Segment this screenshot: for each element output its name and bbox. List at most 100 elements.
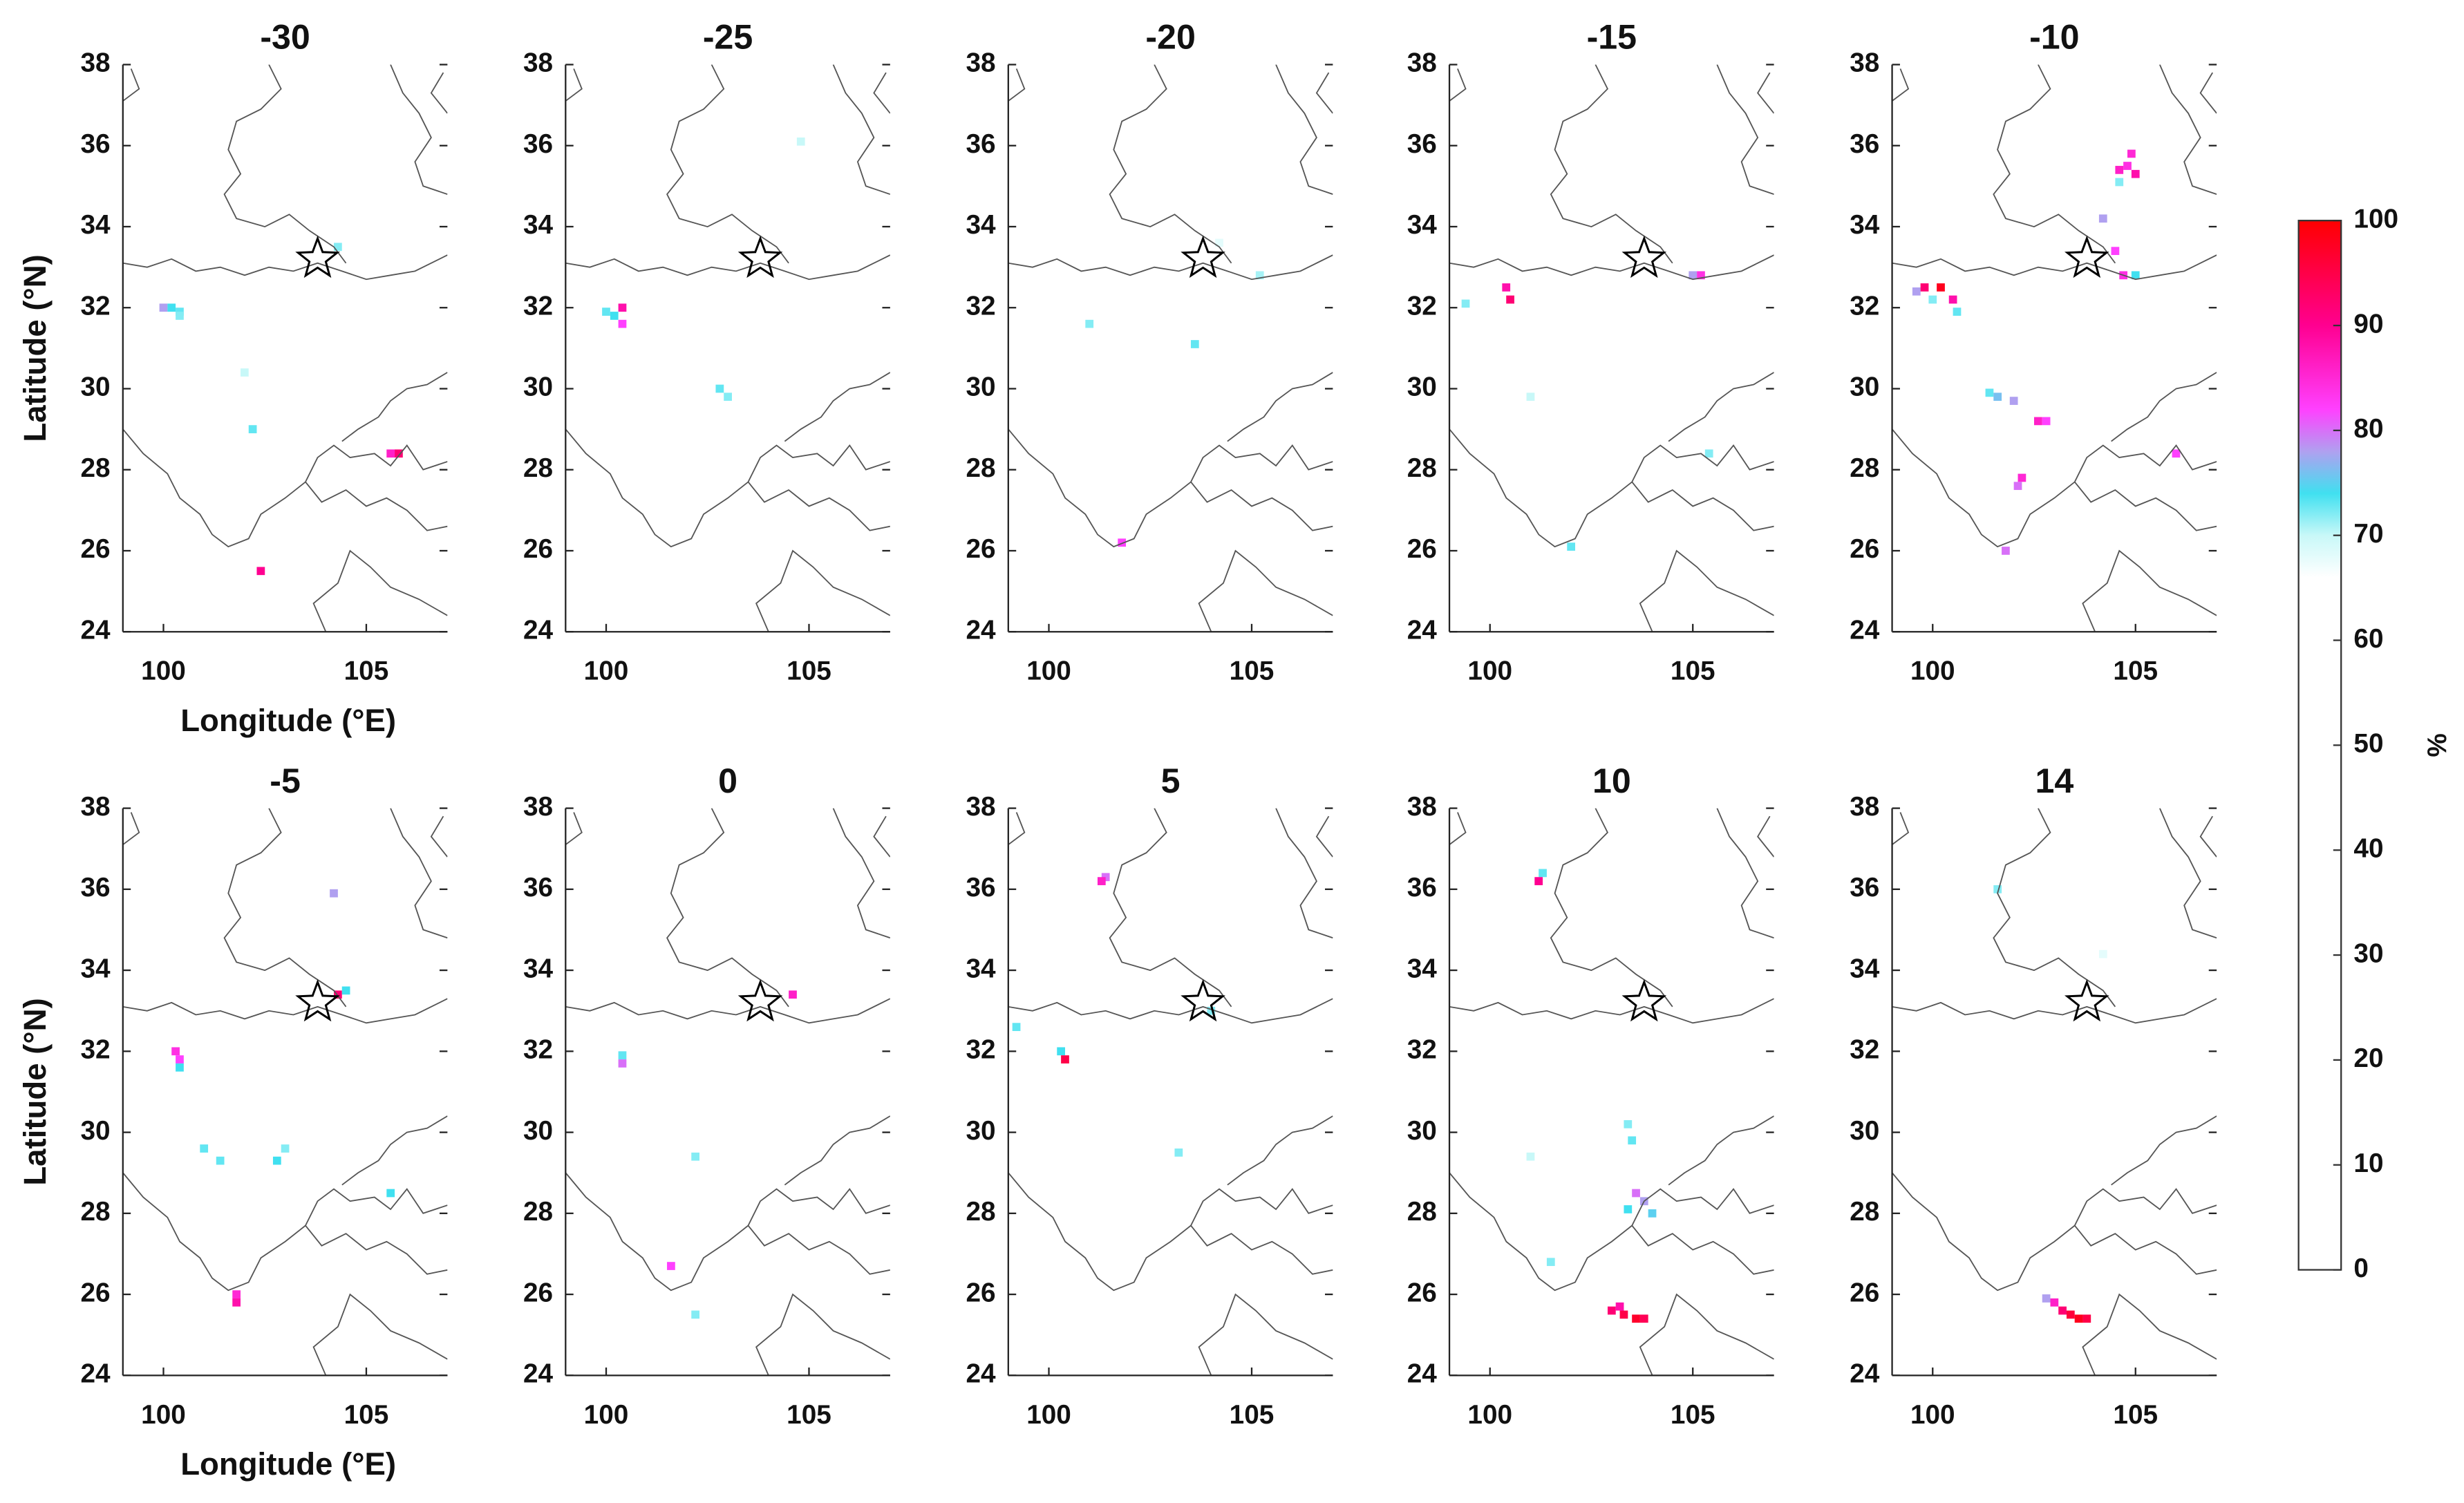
grid-cell	[602, 308, 610, 316]
boundary	[122, 998, 448, 1024]
boundary	[1008, 68, 1026, 102]
colorbar-tick-label: 0	[2353, 1254, 2369, 1283]
grid-cell	[386, 449, 395, 458]
grid-cell	[167, 303, 176, 312]
epicenter-star	[295, 235, 340, 278]
boundary	[1892, 68, 1910, 102]
y-tick-label: 28	[80, 453, 110, 483]
boundary	[747, 1225, 890, 1275]
grid-cell	[2018, 473, 2026, 482]
y-tick-label: 24	[966, 1359, 996, 1389]
boundary	[1109, 808, 1232, 1008]
y-tick-label: 34	[1850, 210, 1880, 240]
epicenter-star	[2065, 979, 2109, 1022]
grid-cell	[272, 1156, 281, 1165]
y-tick-label: 34	[1850, 954, 1880, 983]
grid-cell	[1937, 283, 1945, 292]
x-tick-label: 105	[1230, 1400, 1275, 1430]
epicenter-star	[737, 235, 783, 278]
boundary	[305, 481, 448, 531]
y-tick-label: 26	[966, 1278, 995, 1307]
y-tick-label: 28	[966, 1197, 995, 1227]
y-tick-label: 30	[966, 372, 995, 402]
y-tick-label: 28	[1407, 1197, 1437, 1227]
boundary	[1550, 64, 1673, 264]
grid-cell	[789, 990, 797, 999]
panel-title: -25	[703, 18, 753, 57]
grid-cell	[691, 1152, 700, 1161]
y-tick-label: 36	[1850, 873, 1879, 902]
y-tick-label: 24	[1850, 1359, 1880, 1389]
boundary	[1315, 72, 1333, 114]
y-tick-label: 32	[523, 1035, 553, 1065]
colorbar-tick-label: 40	[2353, 833, 2383, 863]
y-tick-label: 32	[966, 291, 995, 321]
boundary	[1892, 254, 2217, 281]
panel-title: -15	[1587, 18, 1637, 57]
boundary	[2074, 1225, 2217, 1275]
grid-cell	[176, 1055, 184, 1064]
y-tick-label: 32	[80, 291, 110, 321]
grid-cell	[618, 1059, 627, 1068]
x-axis-label: Longitude (°E)	[180, 1446, 396, 1482]
y-tick-label: 34	[80, 954, 111, 983]
grid-cell	[1526, 1152, 1535, 1161]
x-tick-label: 100	[1467, 656, 1512, 686]
boundary	[1449, 428, 1774, 548]
y-tick-label: 38	[80, 48, 110, 78]
grid-cell	[1506, 295, 1514, 304]
boundary	[1190, 481, 1333, 531]
y-tick-label: 34	[80, 210, 111, 240]
grid-cell	[2058, 1306, 2067, 1315]
y-tick-label: 38	[523, 48, 553, 78]
grid-cell	[334, 990, 342, 999]
grid-cell	[2115, 178, 2124, 187]
y-tick-label: 30	[1850, 1116, 1879, 1146]
boundary	[430, 72, 448, 114]
y-tick-label: 24	[1850, 615, 1880, 645]
epicenter-star	[1181, 235, 1225, 278]
map-panel: 24 26 28 30 32 34 36 38 100 105 -20	[966, 18, 1333, 686]
boundary	[1008, 254, 1333, 281]
grid-cell	[610, 312, 619, 320]
boundary	[1008, 1172, 1333, 1292]
colorbar-tick-label: 70	[2353, 519, 2383, 549]
y-tick-label: 36	[523, 873, 553, 902]
boundary	[341, 1115, 448, 1186]
grid-cell	[618, 319, 627, 328]
y-tick-label: 24	[80, 1359, 111, 1389]
x-tick-label: 100	[1910, 656, 1955, 686]
grid-cell	[1118, 538, 1127, 547]
y-tick-label: 26	[80, 534, 110, 564]
grid-cell	[2098, 949, 2107, 958]
grid-cell	[395, 449, 403, 458]
y-tick-label: 26	[1850, 534, 1879, 564]
grid-cell	[2098, 214, 2107, 223]
grid-cell	[2111, 247, 2120, 256]
grid-cell	[1215, 238, 1223, 247]
y-tick-label: 32	[1850, 291, 1879, 321]
boundary	[565, 428, 890, 548]
grid-cell	[724, 393, 732, 401]
y-tick-label: 26	[1407, 534, 1437, 564]
colorbar-tick-label: 20	[2353, 1043, 2383, 1073]
grid-cell	[159, 303, 168, 312]
y-tick-label: 26	[523, 1278, 553, 1307]
grid-cell	[241, 368, 249, 377]
y-tick-label: 38	[1407, 48, 1437, 78]
y-tick-label: 28	[80, 1197, 110, 1227]
boundary	[1008, 428, 1333, 548]
x-tick-label: 100	[1910, 1400, 1955, 1430]
y-tick-label: 32	[1407, 1035, 1437, 1065]
colorbar-tick-label: 60	[2353, 624, 2383, 654]
grid-cell	[1567, 542, 1576, 551]
boundary	[305, 1225, 448, 1275]
y-tick-label: 34	[523, 210, 554, 240]
map-panel: 24 26 28 30 32 34 36 38 100 105 -15	[1407, 18, 1774, 686]
y-tick-label: 30	[1407, 372, 1437, 402]
epicenter-star	[2065, 235, 2109, 278]
x-tick-label: 105	[1671, 656, 1715, 686]
y-tick-label: 26	[80, 1278, 110, 1307]
y-tick-label: 36	[1407, 129, 1437, 159]
y-tick-label: 28	[1850, 453, 1879, 483]
